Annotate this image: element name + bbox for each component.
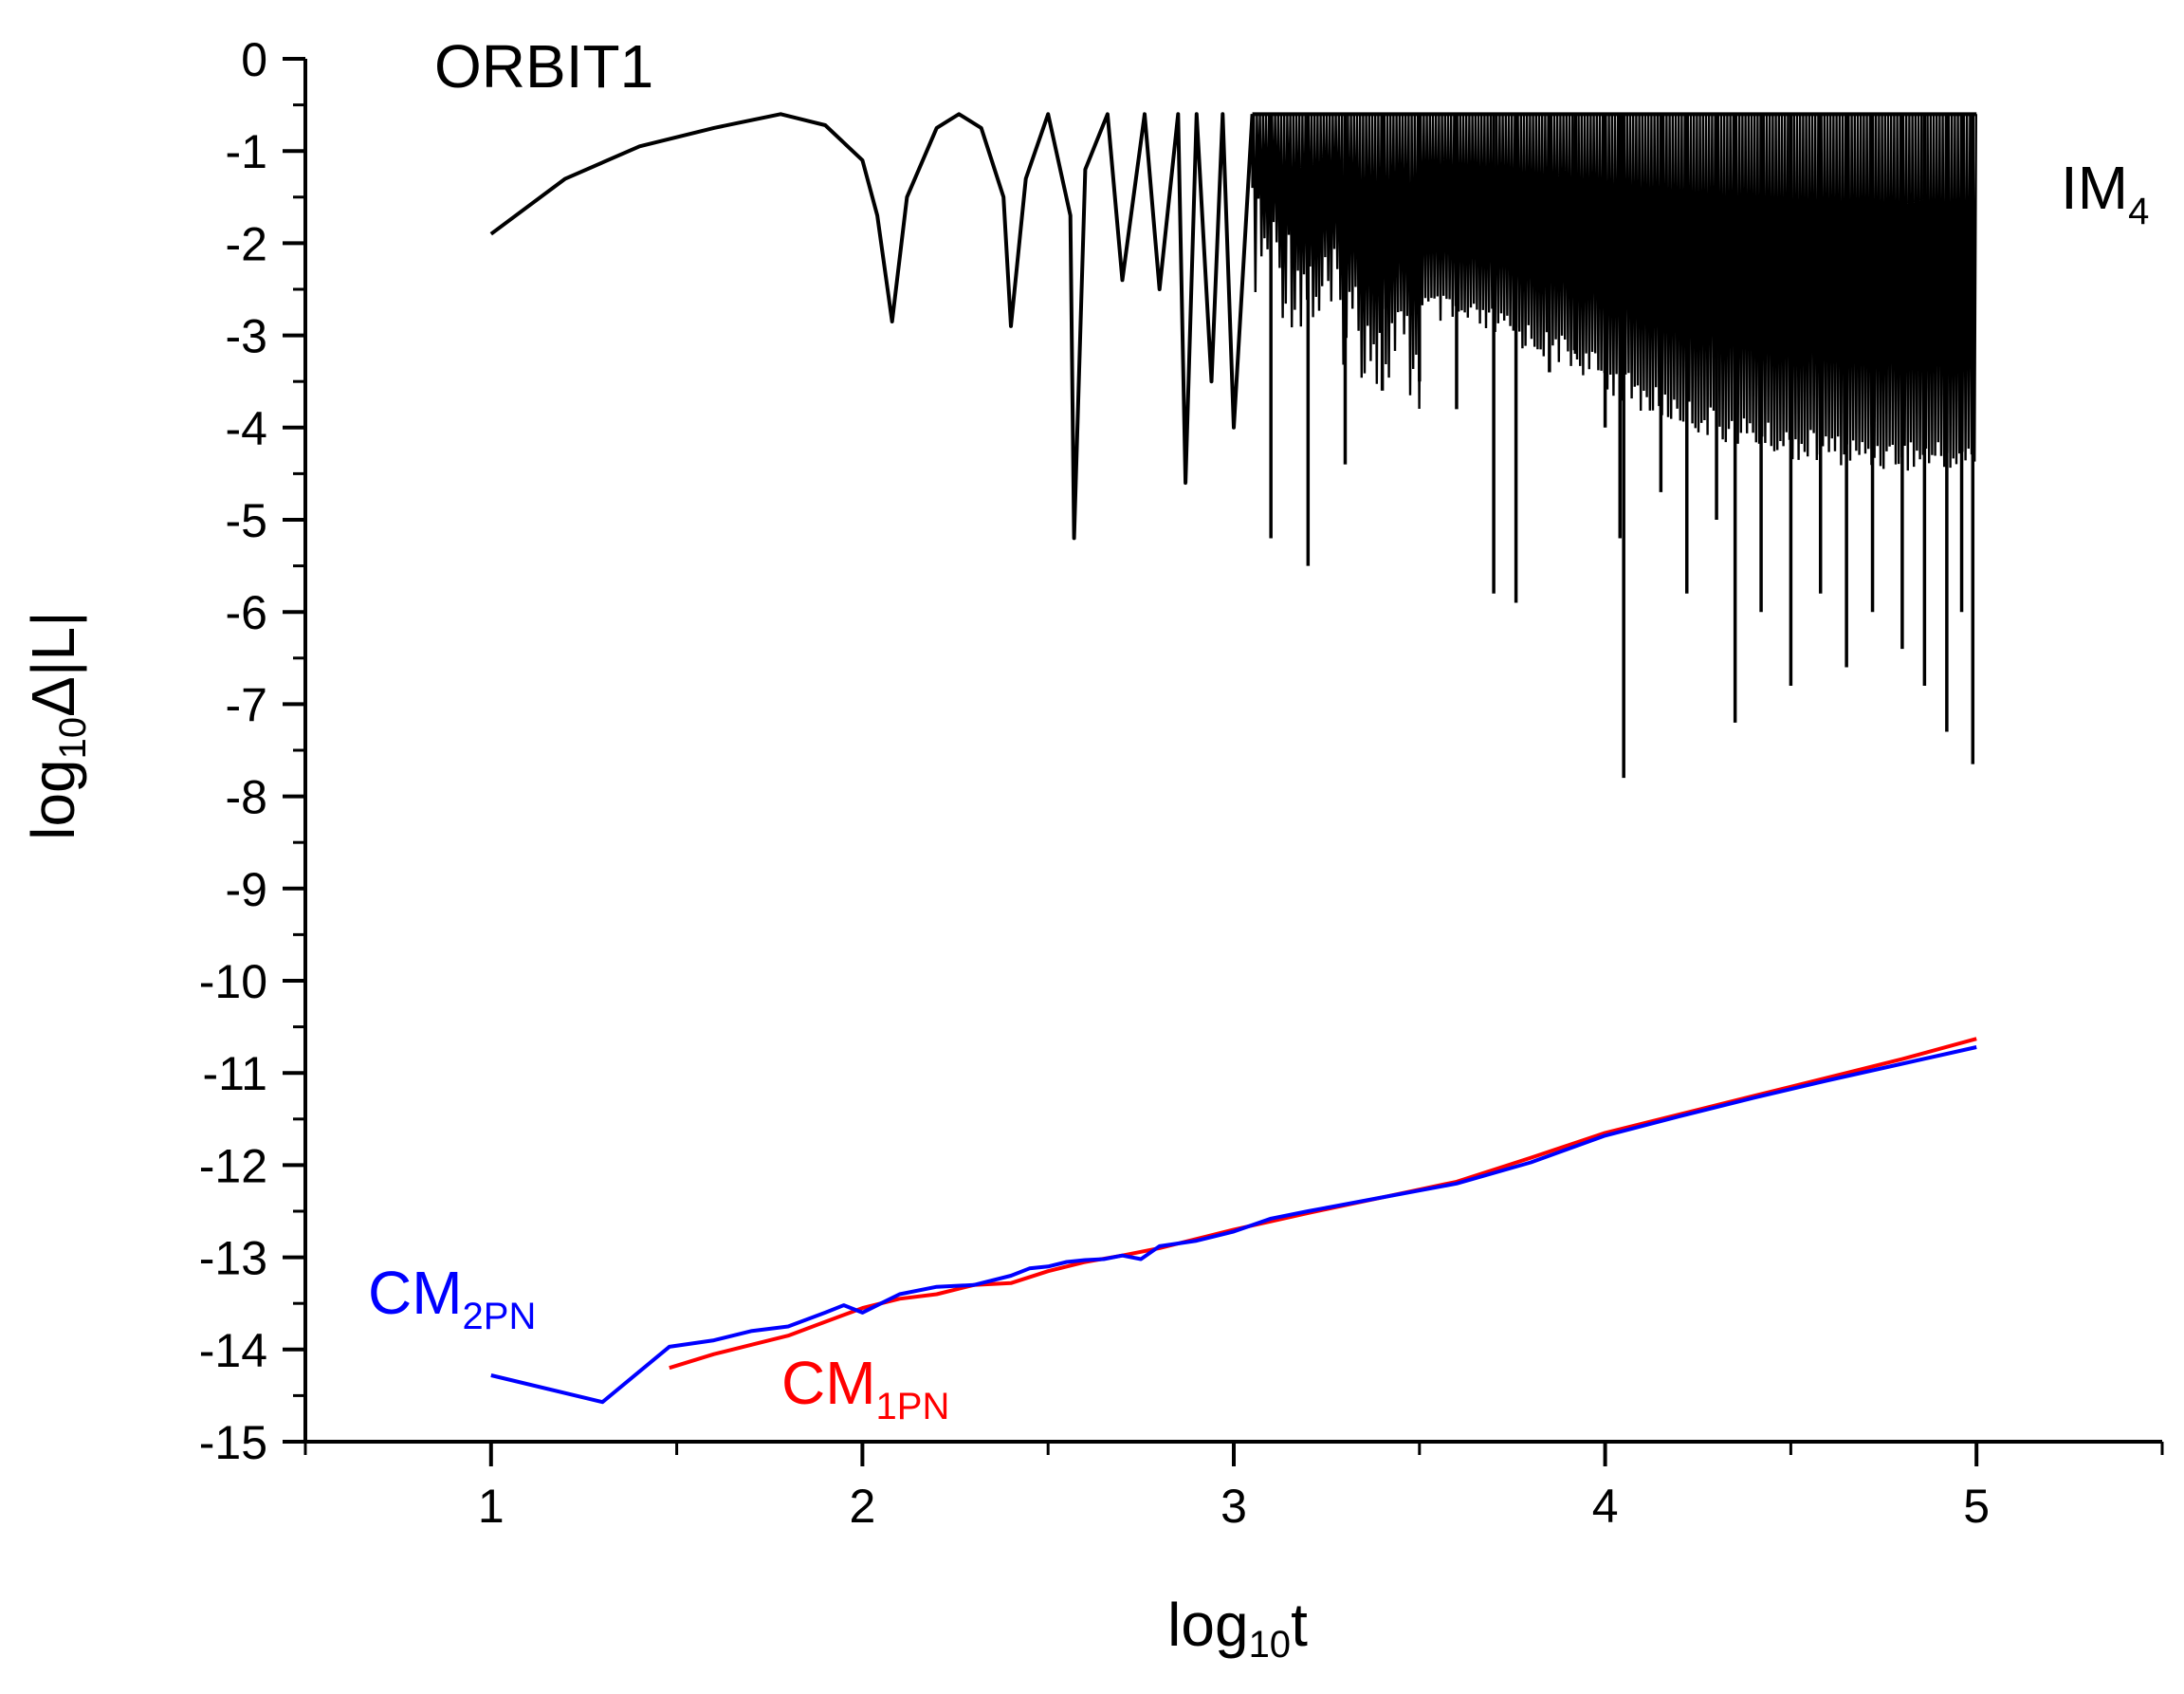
y-axis-title-sub: 10	[52, 717, 94, 760]
y-tick-label: -10	[199, 955, 267, 1008]
y-tick-label: -1	[226, 125, 267, 178]
y-tick-label: -15	[199, 1416, 267, 1469]
y-tick-label: -8	[226, 771, 267, 824]
series-label-cm2pn: CM2PN	[368, 1259, 536, 1337]
y-tick-label: -6	[226, 586, 267, 639]
y-tick-label: -11	[202, 1047, 267, 1100]
y-tick-label: -9	[226, 863, 267, 916]
y-tick-label: -5	[226, 494, 267, 547]
y-tick-label: -2	[226, 217, 267, 270]
y-tick-label: -4	[226, 402, 267, 455]
x-tick-label: 3	[1220, 1480, 1247, 1533]
x-axis-title-main: log	[1167, 1591, 1248, 1659]
y-axis-title: log10Δ|L|	[19, 611, 94, 840]
y-ticks: 0 -1 -2 -3 -4 -5 -6 -7 -8 -9 -10 -11 -12 -13 -14 -15	[199, 33, 305, 1469]
im4-series	[489, 112, 1977, 779]
y-tick-label: -7	[226, 678, 267, 731]
y-tick-label: -3	[226, 310, 267, 363]
y-tick-label: 0	[241, 33, 267, 86]
x-tick-label: 1	[478, 1480, 505, 1533]
series-label-cm2pn-main: CM	[368, 1259, 463, 1327]
x-ticks: 1 2 3 4 5	[303, 1442, 2164, 1533]
series-label-cm1pn-sub: 1PN	[876, 1386, 950, 1427]
y-tick-label: -14	[199, 1324, 267, 1377]
im4-early-line	[489, 112, 1255, 541]
series-label-cm1pn-main: CM	[781, 1349, 876, 1417]
im4-oscillation	[1251, 114, 1977, 471]
x-tick-label: 2	[849, 1480, 875, 1533]
series-label-cm2pn-sub: 2PN	[463, 1296, 537, 1337]
x-axis-title-suffix: t	[1291, 1591, 1308, 1659]
series-label-im4: IM4	[2061, 154, 2149, 232]
cm1pn-series	[669, 1037, 1977, 1371]
axes: 0 -1 -2 -3 -4 -5 -6 -7 -8 -9 -10 -11 -12 -13 -14 -15 1 2…	[199, 33, 2164, 1533]
series-label-cm1pn: CM1PN	[781, 1349, 949, 1427]
x-axis-title-sub: 10	[1249, 1624, 1292, 1666]
y-axis-title-main: log	[19, 759, 87, 839]
y-tick-label: -12	[199, 1139, 267, 1192]
x-axis-title: log10t	[1167, 1591, 1308, 1666]
x-tick-label: 4	[1592, 1480, 1619, 1533]
chart-title: ORBIT1	[434, 32, 653, 101]
y-axis-title-suffix: Δ|L|	[19, 611, 87, 717]
y-tick-label: -13	[199, 1232, 267, 1285]
cm2pn-line	[490, 1045, 1977, 1405]
cm1pn-line	[669, 1037, 1977, 1371]
x-tick-label: 5	[1963, 1480, 1990, 1533]
plot-area	[489, 112, 1977, 1405]
series-label-im4-sub: 4	[2128, 191, 2149, 232]
series-label-im4-main: IM	[2061, 154, 2128, 222]
cm2pn-series	[490, 1045, 1977, 1405]
